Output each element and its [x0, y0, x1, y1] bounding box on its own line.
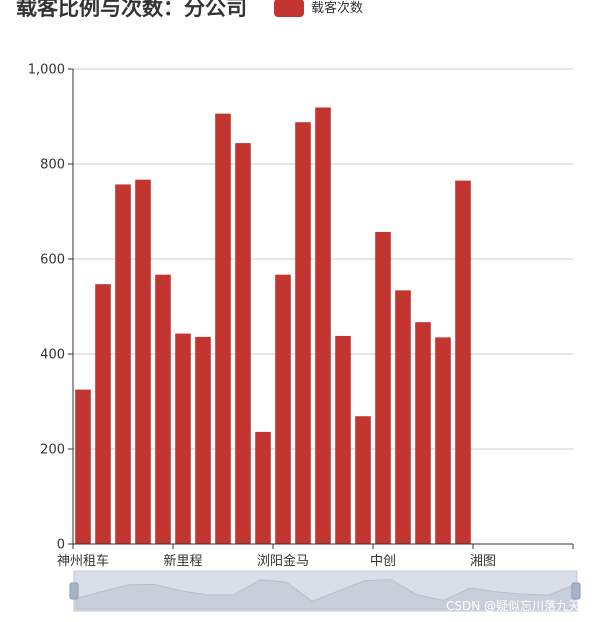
- y-tick-label: 800: [40, 158, 65, 173]
- datazoom-right-handle[interactable]: [571, 582, 581, 600]
- datazoom-left-handle[interactable]: [69, 582, 79, 600]
- x-tick-label: 中创: [370, 554, 396, 569]
- x-tick-label: 新里程: [163, 553, 202, 569]
- legend-label[interactable]: 载客次数: [311, 0, 363, 16]
- x-tick-label: 湘图: [470, 554, 496, 569]
- bar[interactable]: [355, 416, 371, 544]
- bar[interactable]: [275, 274, 291, 544]
- legend-swatch[interactable]: [274, 0, 304, 17]
- y-tick-label: 200: [40, 443, 65, 458]
- bar[interactable]: [255, 431, 271, 544]
- bar[interactable]: [155, 274, 171, 544]
- x-axis: 神州租车 新里程 浏阳金马 中创 湘图: [57, 543, 574, 569]
- bar[interactable]: [75, 389, 91, 544]
- y-tick-label: 1,000: [28, 63, 65, 78]
- watermark: CSDN @疑似忘川落九天: [446, 598, 580, 613]
- bar[interactable]: [375, 231, 391, 545]
- legend[interactable]: 载客次数: [274, 0, 363, 17]
- y-axis: 0 200 400 600 800 1,000: [28, 63, 74, 553]
- y-tick-label: 600: [40, 253, 65, 268]
- bar[interactable]: [295, 122, 311, 544]
- bar[interactable]: [135, 179, 151, 545]
- datazoom-slider[interactable]: [69, 570, 581, 612]
- bar[interactable]: [315, 107, 331, 544]
- x-tick-label: 浏阳金马: [257, 553, 309, 569]
- datazoom-data-shadow: [75, 579, 576, 610]
- bar[interactable]: [95, 284, 111, 544]
- bar[interactable]: [195, 336, 211, 544]
- bar[interactable]: [395, 290, 411, 544]
- chart-title: 载客比例与次数：分公司: [16, 0, 247, 20]
- y-tick-label: 400: [40, 348, 65, 363]
- bar[interactable]: [435, 337, 451, 544]
- bar[interactable]: [455, 180, 471, 544]
- x-tick-label: 神州租车: [57, 553, 109, 569]
- bar[interactable]: [335, 335, 351, 544]
- bar[interactable]: [175, 333, 191, 544]
- bar[interactable]: [415, 322, 431, 544]
- bar[interactable]: [115, 184, 131, 545]
- bars: [75, 107, 471, 545]
- y-tick-label: 0: [57, 538, 65, 553]
- bar[interactable]: [215, 113, 231, 545]
- bar[interactable]: [235, 143, 251, 544]
